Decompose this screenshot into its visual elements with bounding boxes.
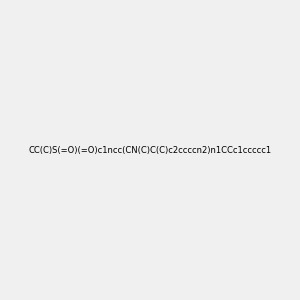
- Text: CC(C)S(=O)(=O)c1ncc(CN(C)C(C)c2ccccn2)n1CCc1ccccc1: CC(C)S(=O)(=O)c1ncc(CN(C)C(C)c2ccccn2)n1…: [28, 146, 272, 154]
